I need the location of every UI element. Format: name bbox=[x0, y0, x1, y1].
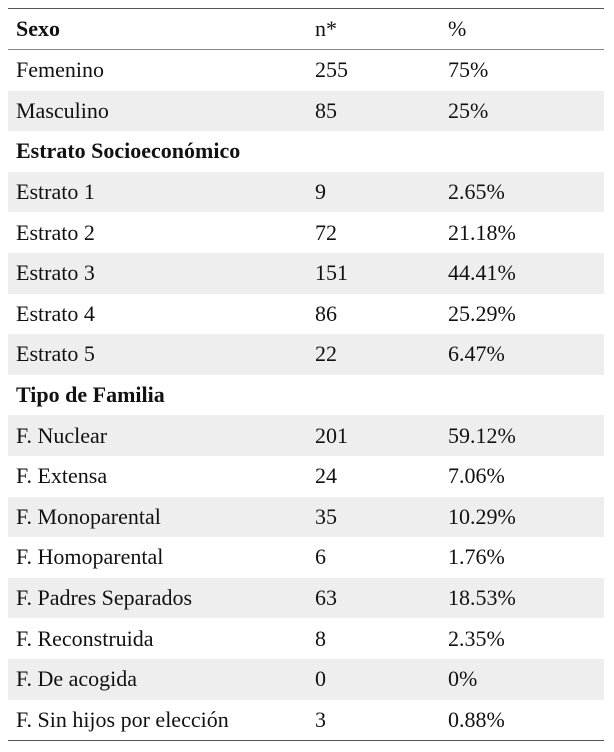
row-label: F. Monoparental bbox=[16, 503, 161, 529]
row-percent: 59.12% bbox=[448, 422, 516, 448]
row-count: 72 bbox=[315, 219, 337, 245]
row-label: Femenino bbox=[16, 57, 104, 83]
section-title: Estrato Socioeconómico bbox=[16, 138, 241, 164]
row-percent: 1.76% bbox=[448, 544, 505, 570]
header-category: Sexo bbox=[16, 16, 60, 41]
row-count: 63 bbox=[315, 585, 337, 611]
table-row: F. Padres Separados 63 18.53% bbox=[8, 577, 604, 619]
row-label: Estrato 3 bbox=[16, 260, 95, 286]
header-count: n* bbox=[315, 16, 337, 41]
row-percent: 25% bbox=[448, 97, 489, 123]
row-count: 3 bbox=[315, 706, 326, 732]
row-percent: 6.47% bbox=[448, 341, 505, 367]
row-percent: 10.29% bbox=[448, 503, 516, 529]
table-header-row: Sexo n* % bbox=[8, 9, 604, 50]
row-label: F. Extensa bbox=[16, 463, 108, 489]
row-percent: 7.06% bbox=[448, 463, 505, 489]
row-count: 255 bbox=[315, 57, 348, 83]
row-count: 201 bbox=[315, 422, 348, 448]
row-label: Estrato 5 bbox=[16, 341, 95, 367]
row-label: Estrato 1 bbox=[16, 179, 95, 205]
row-count: 86 bbox=[315, 300, 337, 326]
table-row: Estrato 4 86 25.29% bbox=[8, 294, 604, 335]
row-count: 24 bbox=[315, 463, 337, 489]
table-row: F. Monoparental 35 10.29% bbox=[8, 496, 604, 538]
row-label: Estrato 4 bbox=[16, 300, 95, 326]
row-label: F. Sin hijos por elección bbox=[16, 706, 229, 732]
header-percent: % bbox=[448, 16, 467, 41]
table-body: Femenino 255 75% Masculino 85 25% Estrato Soci… bbox=[8, 50, 604, 742]
table-row: F. Reconstruida 8 2.35% bbox=[8, 618, 604, 659]
section-title: Tipo de Familia bbox=[16, 382, 165, 408]
row-count: 8 bbox=[315, 625, 326, 651]
row-label: F. Nuclear bbox=[16, 422, 108, 448]
table-row: F. De acogida 0 0% bbox=[8, 658, 604, 700]
row-percent: 2.65% bbox=[448, 179, 505, 205]
section-header-row: Tipo de Familia bbox=[8, 375, 604, 416]
row-label: F. Reconstruida bbox=[16, 625, 154, 651]
row-label: F. Homoparental bbox=[16, 544, 164, 570]
row-percent: 18.53% bbox=[448, 585, 516, 611]
row-count: 85 bbox=[315, 97, 337, 123]
row-percent: 2.35% bbox=[448, 625, 505, 651]
row-percent: 44.41% bbox=[448, 260, 516, 286]
row-count: 22 bbox=[315, 341, 337, 367]
row-percent: 0.88% bbox=[448, 706, 505, 732]
table-row: F. Extensa 24 7.06% bbox=[8, 456, 604, 497]
section-header-row: Estrato Socioeconómico bbox=[8, 131, 604, 172]
row-count: 35 bbox=[315, 503, 337, 529]
row-label: F. De acogida bbox=[16, 666, 138, 692]
row-count: 9 bbox=[315, 179, 326, 205]
table-row: Masculino 85 25% bbox=[8, 90, 604, 132]
table-row: Estrato 3 151 44.41% bbox=[8, 252, 604, 294]
table-row: F. Homoparental 6 1.76% bbox=[8, 537, 604, 578]
table-row: Estrato 1 9 2.65% bbox=[8, 171, 604, 213]
table-row: Estrato 2 72 21.18% bbox=[8, 212, 604, 253]
table-row: F. Nuclear 201 59.12% bbox=[8, 415, 604, 456]
row-percent: 75% bbox=[448, 57, 489, 83]
row-count: 151 bbox=[315, 260, 348, 286]
row-count: 0 bbox=[315, 666, 326, 692]
row-label: Estrato 2 bbox=[16, 219, 95, 245]
table-row: Estrato 5 22 6.47% bbox=[8, 334, 604, 375]
row-label: Masculino bbox=[16, 97, 109, 123]
row-count: 6 bbox=[315, 544, 326, 570]
table-row: F. Sin hijos por elección 3 0.88% bbox=[8, 700, 604, 742]
table-row: Femenino 255 75% bbox=[8, 50, 604, 91]
row-label: F. Padres Separados bbox=[16, 585, 193, 611]
row-percent: 21.18% bbox=[448, 219, 516, 245]
row-percent: 25.29% bbox=[448, 300, 516, 326]
demographics-table: Sexo n* % Femenino 255 75% Masculino 85 25% Es… bbox=[8, 8, 604, 742]
row-percent: 0% bbox=[448, 666, 478, 692]
